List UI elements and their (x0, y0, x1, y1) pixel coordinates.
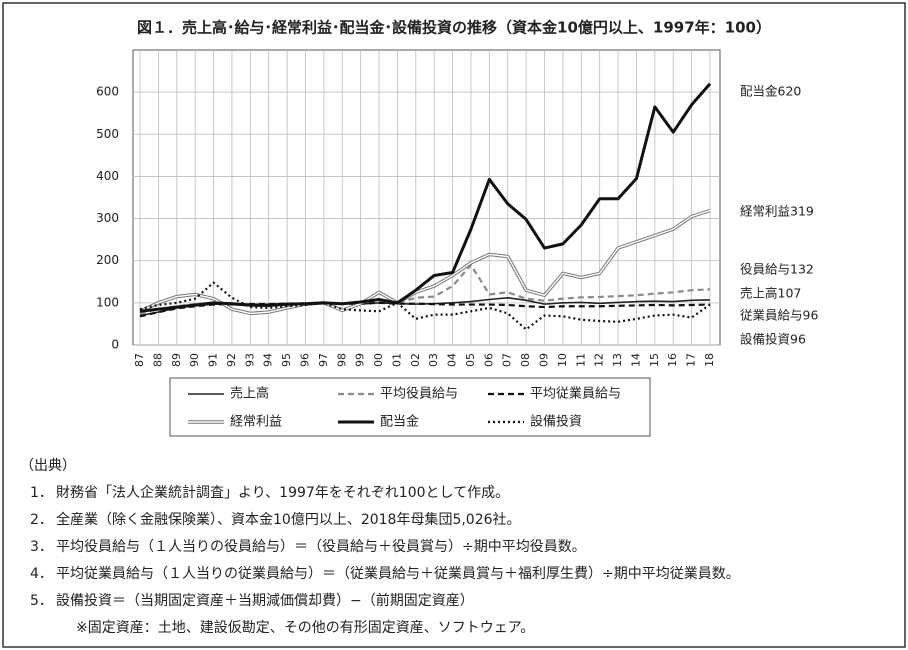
series-line (139, 281, 711, 331)
end-label: 従業員給与96 (740, 308, 818, 323)
note-text: 財務省「法人企業統計調査」より、1997年をそれぞれ100として作成。 (56, 484, 509, 501)
legend-box (169, 377, 651, 437)
x-tick-label: 02 (409, 353, 422, 367)
note-text: 平均従業員給与（１人当りの従業員給与）＝（従業員給与＋従業員賞与＋福利厚生費）÷… (56, 566, 740, 582)
x-tick-label: 10 (556, 353, 569, 367)
series-line (139, 208, 711, 316)
chart-title: 図１．売上高･給与･経常利益･配当金･設備投資の推移（資本金10億円以上、199… (137, 19, 771, 37)
note-number: 1． (30, 485, 53, 501)
x-tick-label: 00 (372, 353, 385, 367)
x-tick-label: 06 (482, 353, 495, 367)
x-tick-label: 13 (611, 353, 624, 367)
x-tick-label: 95 (280, 353, 293, 367)
end-label: 売上高107 (740, 286, 801, 301)
note-number: 3． (30, 539, 53, 555)
end-label: 配当金620 (740, 84, 801, 99)
notes-heading: （出典） (20, 458, 76, 474)
x-tick-label: 15 (648, 353, 661, 367)
legend-label: 設備投資 (530, 414, 582, 430)
x-tick-label: 94 (262, 353, 275, 367)
x-tick-label: 92 (225, 353, 238, 367)
x-tick-label: 89 (170, 353, 183, 367)
y-tick-label: 200 (96, 253, 119, 267)
x-tick-label: 18 (703, 353, 716, 367)
x-tick-label: 96 (298, 353, 311, 367)
end-label: 役員給与132 (740, 262, 814, 277)
y-tick-label: 600 (96, 85, 119, 99)
y-tick-label: 300 (96, 211, 119, 225)
legend-label: 配当金 (380, 414, 419, 430)
legend-label: 売上高 (230, 386, 269, 402)
x-tick-label: 14 (629, 353, 642, 367)
series-line-inner (139, 209, 711, 315)
x-tick-label: 90 (188, 353, 201, 367)
legend-label: 平均役員給与 (380, 387, 458, 402)
x-tick-label: 04 (446, 353, 459, 367)
x-tick-label: 09 (538, 353, 551, 367)
x-tick-label: 17 (685, 353, 698, 367)
x-tick-label: 16 (666, 353, 679, 367)
x-tick-label: 01 (390, 353, 403, 367)
note-number: 5． (30, 593, 53, 609)
legend-label: 平均従業員給与 (530, 386, 621, 402)
note-text: 設備投資＝（当期固定資産＋当期減価償却費）−（前期固定資産） (56, 592, 474, 609)
legend-label: 経常利益 (230, 415, 282, 430)
x-tick-label: 91 (207, 353, 220, 367)
x-tick-label: 87 (133, 353, 146, 367)
note-number: 4． (30, 566, 53, 582)
x-tick-label: 11 (574, 353, 587, 367)
x-tick-label: 12 (593, 353, 606, 367)
note-text: 平均役員給与（１人当りの役員給与）＝（役員給与＋役員賞与）÷期中平均役員数。 (56, 539, 586, 555)
x-tick-label: 03 (427, 353, 440, 367)
x-tick-label: 08 (519, 353, 532, 367)
x-tick-label: 98 (335, 353, 348, 367)
x-tick-label: 88 (151, 353, 164, 367)
note-text: 全産業（除く金融保険業）、資本金10億円以上、2018年母集団5,026社。 (56, 511, 521, 528)
series-line (139, 82, 712, 313)
x-tick-label: 97 (317, 353, 330, 367)
y-tick-label: 0 (111, 338, 119, 352)
end-label: 設備投資96 (740, 332, 806, 347)
plot-frame (132, 49, 721, 346)
y-tick-label: 400 (96, 169, 119, 183)
x-tick-label: 99 (354, 353, 367, 367)
x-tick-label: 93 (243, 353, 256, 367)
note-footnote: ※固定資産：土地、建設仮勘定、その他の有形固定資産、ソフトウェア。 (76, 620, 534, 636)
y-tick-label: 500 (96, 127, 119, 141)
x-tick-label: 07 (501, 353, 514, 367)
end-label: 経常利益319 (740, 204, 814, 219)
y-tick-label: 100 (96, 295, 119, 309)
note-number: 2． (30, 512, 53, 528)
x-tick-label: 05 (464, 353, 477, 367)
